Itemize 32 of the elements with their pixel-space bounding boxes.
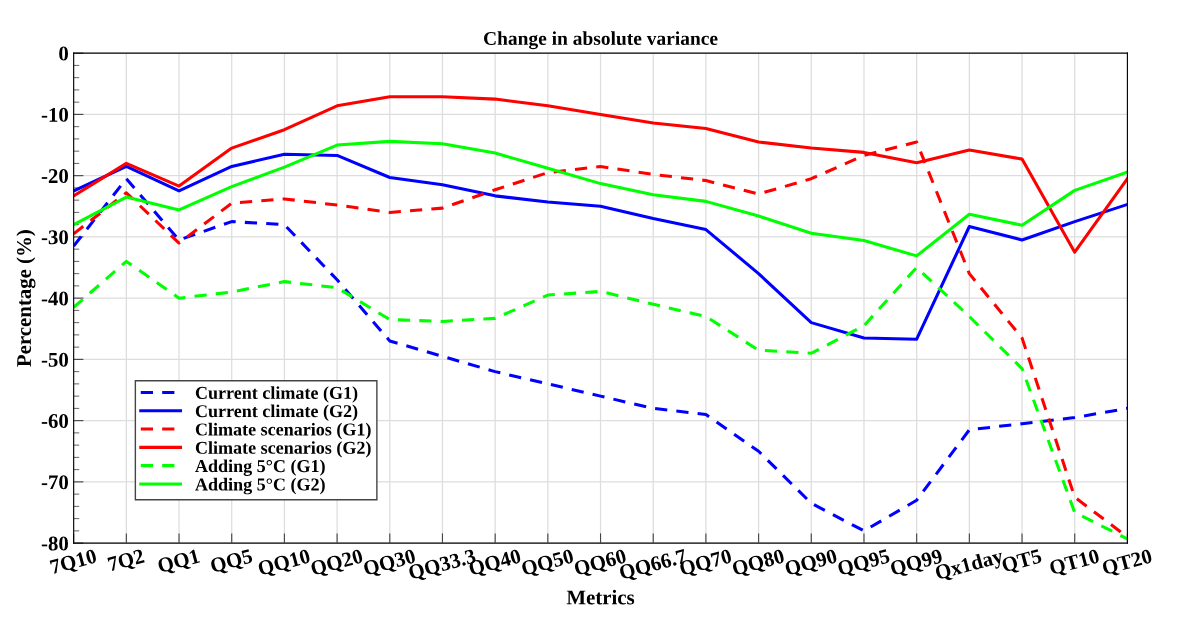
legend-label: Current climate (G1) <box>195 386 358 403</box>
x-tick-label: QQ80 <box>731 548 786 579</box>
legend-label: Adding 5°C (G2) <box>195 477 325 495</box>
line-series <box>73 139 1128 258</box>
y-tick-label: -10 <box>41 107 68 122</box>
x-tick-label: 7Q2 <box>107 548 146 575</box>
x-tick-label: QQ1 <box>157 548 201 577</box>
x-tick-label: QQ50 <box>520 548 575 579</box>
x-tick-label: QQ10 <box>257 548 312 579</box>
x-tick-label: QT20 <box>1101 548 1154 579</box>
legend-label: Adding 5°C (G1) <box>195 459 325 476</box>
x-axis-title: Metrics <box>566 589 635 605</box>
x-tick-label: QT5 <box>1001 548 1044 576</box>
y-axis-title: Percentage (%) <box>16 230 36 367</box>
y-tick-label: -50 <box>41 352 68 367</box>
y-tick-label: -40 <box>41 291 68 306</box>
y-tick-label: 0 <box>59 46 68 61</box>
x-tick-label: QQ5 <box>209 548 254 577</box>
y-tick-label: -20 <box>41 169 68 184</box>
y-tick-label: -80 <box>41 536 68 551</box>
y-tick-label: -60 <box>41 414 68 429</box>
line-series <box>73 152 1128 341</box>
x-tick-label: QQ95 <box>836 548 892 579</box>
y-tick-label: -70 <box>41 475 68 490</box>
legend-label: Climate scenarios (G1) <box>195 422 371 440</box>
legend-label: Climate scenarios (G2) <box>195 441 371 458</box>
x-tick-label: QT10 <box>1048 548 1101 579</box>
legend-label: Current climate (G2) <box>195 404 358 421</box>
x-tick-label: QQ20 <box>310 548 365 579</box>
y-tick-label: -30 <box>41 230 68 245</box>
chart-title: Change in absolute variance <box>484 31 718 50</box>
x-tick-label: QQ90 <box>784 548 839 579</box>
